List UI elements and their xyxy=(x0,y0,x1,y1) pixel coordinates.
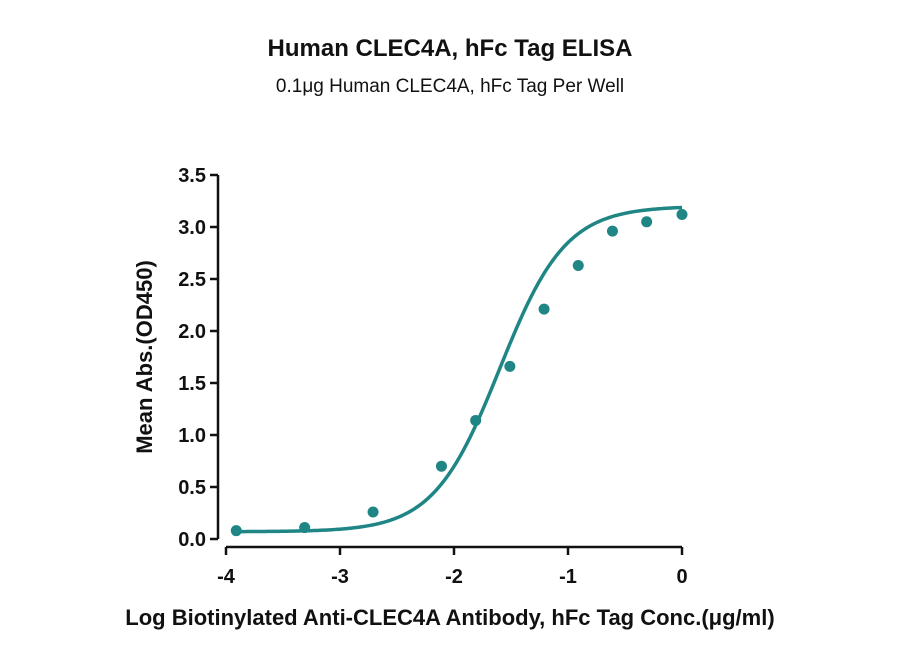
x-axis-title: Log Biotinylated Anti-CLEC4A Antibody, h… xyxy=(125,605,774,630)
chart-subtitle: 0.1μg Human CLEC4A, hFc Tag Per Well xyxy=(276,76,624,97)
data-point xyxy=(435,460,447,472)
data-point xyxy=(676,209,688,221)
x-tick-label: -1 xyxy=(559,566,577,588)
x-tick-label: -3 xyxy=(331,566,349,588)
y-tick-label: 3.5 xyxy=(178,165,206,187)
plot-area: 0.0 0.5 1.0 1.5 2.0 2.5 3.0 3.5 -4 -3 -2 -1 0 xyxy=(178,165,687,588)
y-axis-title: Mean Abs.(OD450) xyxy=(132,260,157,454)
x-tick-label: -2 xyxy=(445,566,463,588)
fit-curve-line xyxy=(236,205,683,534)
data-point xyxy=(230,525,242,537)
y-tick-label: 0.5 xyxy=(178,477,206,499)
y-tick-label: 1.0 xyxy=(178,425,206,447)
y-tick-label: 0.0 xyxy=(178,529,206,551)
y-tick-label: 2.5 xyxy=(178,269,206,291)
x-tick-label: -4 xyxy=(217,566,236,588)
data-point xyxy=(299,522,311,534)
data-point xyxy=(641,216,653,228)
data-point xyxy=(572,259,584,271)
y-tick-label: 1.5 xyxy=(178,373,206,395)
data-point xyxy=(470,414,482,426)
data-point xyxy=(367,506,379,518)
chart-title: Human CLEC4A, hFc Tag ELISA xyxy=(268,35,633,62)
data-point xyxy=(538,303,550,315)
data-point xyxy=(606,225,618,237)
y-tick-label: 2.0 xyxy=(178,321,206,343)
x-tick-label: 0 xyxy=(676,566,687,588)
y-tick-label: 3.0 xyxy=(178,217,206,239)
data-point xyxy=(504,360,516,372)
